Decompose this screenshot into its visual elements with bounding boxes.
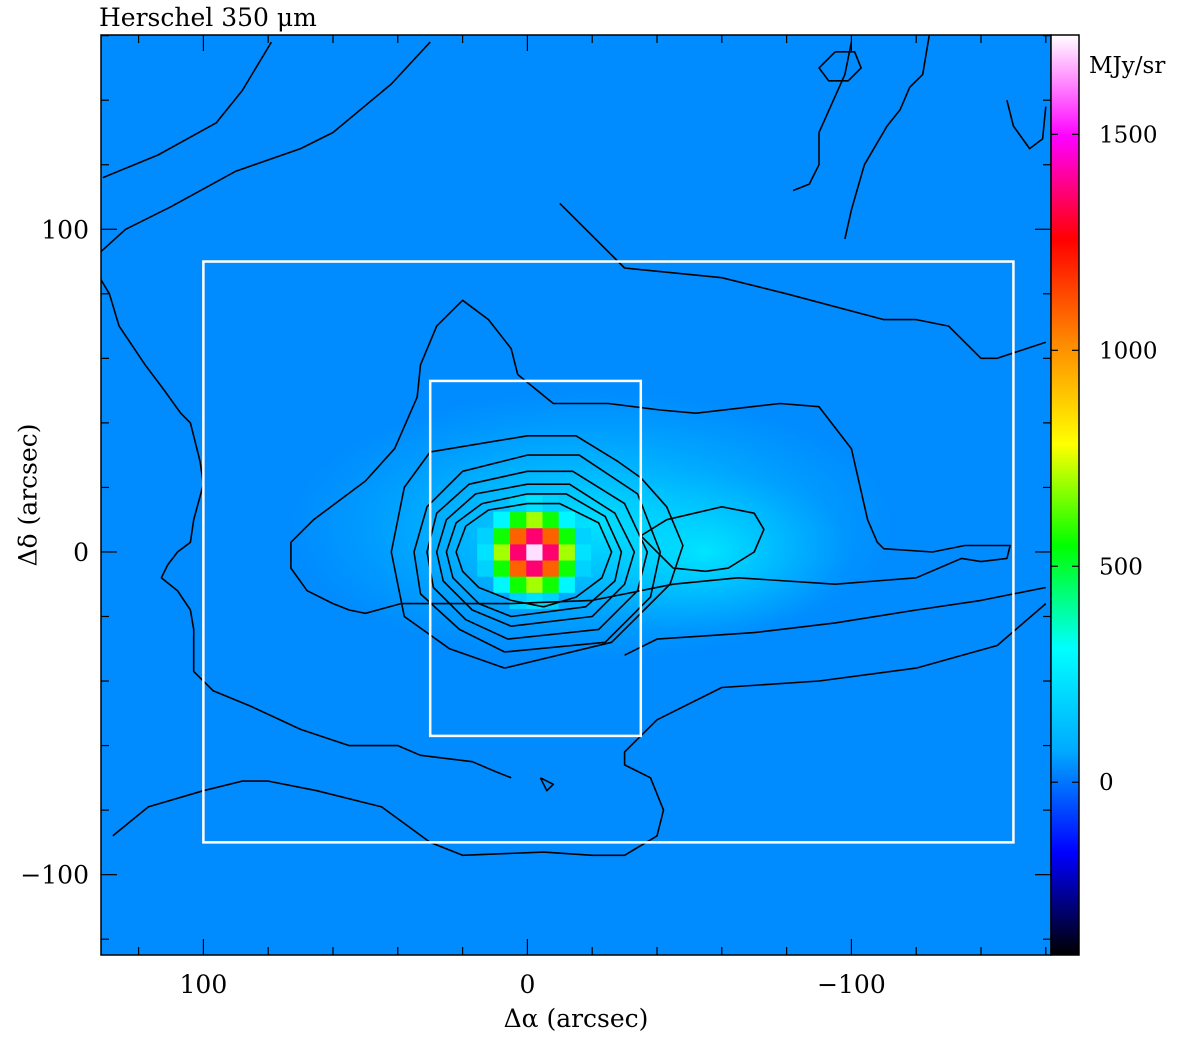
heatmap-pixel <box>493 527 511 545</box>
heatmap-pixel <box>509 592 527 609</box>
heatmap-pixel <box>541 592 559 609</box>
region-boxes <box>202 260 1015 844</box>
heatmap-pixel <box>558 543 575 561</box>
heatmap-pixel <box>574 560 592 577</box>
heatmap-pixel <box>509 543 527 561</box>
heatmap-pixel <box>509 511 527 529</box>
heatmap-pixel <box>541 511 559 529</box>
axis-ticks: 100 0 −100 100 0 −100 <box>20 35 1051 999</box>
contour-line <box>792 41 853 192</box>
x-tick-label: −100 <box>817 970 886 999</box>
heatmap-pixel <box>558 527 575 545</box>
colorbar-unit-label: MJy/sr <box>1089 53 1165 79</box>
y-axis-label: Δδ (arcsec) <box>14 423 43 566</box>
contour-line <box>413 454 661 653</box>
heatmap-pixel <box>541 543 559 561</box>
contour-line <box>112 602 1047 857</box>
colorbar-tick-label: 1000 <box>1099 338 1158 364</box>
heatmap-pixel <box>525 576 543 593</box>
y-tick-label: 0 <box>73 538 89 567</box>
colorbar-tick-label: 0 <box>1099 770 1114 796</box>
heatmap-pixel <box>574 527 592 545</box>
x-tick-label: 0 <box>519 970 535 999</box>
heatmap-pixel <box>493 511 511 529</box>
contour-line <box>818 51 862 82</box>
heatmap-pixel <box>509 527 527 545</box>
heatmap-pixel <box>477 560 494 577</box>
heatmap-pixel <box>541 560 559 577</box>
heatmap-pixel <box>509 495 527 513</box>
contour-line <box>290 299 1011 615</box>
contour-line <box>640 506 765 573</box>
contour-line <box>844 35 930 240</box>
heatmap-pixel <box>493 543 511 561</box>
heatmap-pixel <box>558 576 575 593</box>
contour-line <box>559 202 1047 360</box>
heatmap-pixel <box>525 511 543 529</box>
heatmap-pixel <box>558 511 575 529</box>
contour-line <box>1006 100 1047 150</box>
heatmap-pixel <box>558 560 575 577</box>
heatmap-pixel <box>574 543 592 561</box>
colorbar-tick-label: 1500 <box>1099 122 1158 148</box>
colorbar-tick-label: 500 <box>1099 554 1143 580</box>
heatmap-pixel <box>525 543 543 561</box>
secondary-emission <box>559 471 852 633</box>
contour-line <box>624 586 1046 656</box>
contour-line <box>445 493 623 618</box>
contour-line <box>435 483 636 627</box>
heatmap-pixel <box>541 527 559 545</box>
y-tick-label: 100 <box>41 215 89 244</box>
x-axis-label: Δα (arcsec) <box>504 1004 649 1033</box>
contour-line <box>101 41 431 327</box>
heatmap-pixel <box>477 543 494 561</box>
heatmap-pixel <box>493 576 511 593</box>
colorbar-ticks: 1500 1000 500 0 <box>1051 122 1158 796</box>
heatmap-pixel <box>525 527 543 545</box>
contour-line <box>455 502 613 608</box>
contour-line <box>539 777 555 792</box>
heatmap-image <box>101 35 1051 955</box>
region-box <box>202 260 1015 844</box>
chart-title: Herschel 350 μm <box>99 3 317 32</box>
contour-lines <box>101 35 1047 857</box>
contour-line <box>390 435 684 669</box>
x-tick-label: 100 <box>180 970 228 999</box>
contour-line <box>118 325 512 779</box>
heatmap-pixel <box>493 560 511 577</box>
heatmap-pixel <box>541 576 559 593</box>
contour-line <box>102 41 273 179</box>
heatmap-pixel <box>509 576 527 593</box>
heatmap-pixel <box>477 527 494 545</box>
colorbar <box>1050 34 1080 956</box>
contour-line <box>426 470 649 640</box>
heatmap-pixel <box>525 560 543 577</box>
y-tick-label: −100 <box>20 861 89 890</box>
region-box <box>428 379 643 738</box>
heatmap-pixel <box>509 560 527 577</box>
